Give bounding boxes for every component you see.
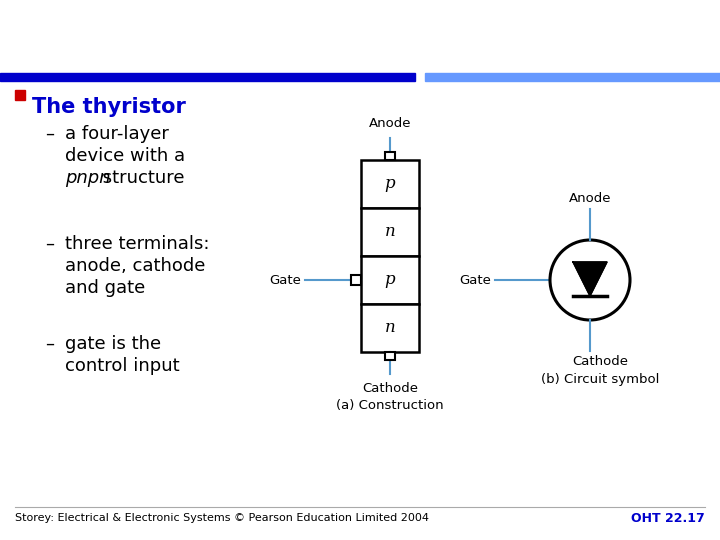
Bar	[0, 73, 415, 81]
Text: anode, cathode: anode, cathode	[65, 257, 205, 275]
Text: (a) Construction: (a) Construction	[336, 399, 444, 412]
Text: Gate: Gate	[459, 273, 491, 287]
Text: (b) Circuit symbol: (b) Circuit symbol	[541, 373, 660, 386]
Text: Storey: Electrical & Electronic Systems © Pearson Education Limited 2004: Storey: Electrical & Electronic Systems …	[15, 513, 429, 523]
Text: The thyristor: The thyristor	[32, 97, 186, 117]
Text: –: –	[45, 235, 54, 253]
Bar	[361, 160, 419, 208]
Text: Cathode: Cathode	[362, 382, 418, 395]
Bar	[385, 152, 395, 160]
Text: OHT 22.17: OHT 22.17	[631, 511, 705, 524]
Text: Gate: Gate	[269, 273, 301, 287]
Bar	[385, 352, 395, 360]
Text: device with a: device with a	[65, 147, 185, 165]
Text: gate is the: gate is the	[65, 335, 161, 353]
Text: –: –	[45, 125, 54, 143]
Text: p: p	[384, 176, 395, 192]
Text: pnpn: pnpn	[65, 169, 110, 187]
Text: Anode: Anode	[369, 117, 411, 130]
Text: n: n	[384, 320, 395, 336]
Bar	[425, 73, 720, 81]
Bar	[361, 208, 419, 256]
Text: Cathode: Cathode	[572, 355, 628, 368]
Circle shape	[550, 240, 630, 320]
Text: and gate: and gate	[65, 279, 145, 297]
Text: Anode: Anode	[569, 192, 611, 205]
Text: –: –	[45, 335, 54, 353]
Text: a four-layer: a four-layer	[65, 125, 169, 143]
Text: n: n	[384, 224, 395, 240]
Bar	[15, 90, 25, 100]
Text: control input: control input	[65, 357, 179, 375]
Bar	[361, 256, 419, 304]
Bar	[351, 275, 361, 285]
Text: p: p	[384, 272, 395, 288]
Bar	[361, 304, 419, 352]
Text: three terminals:: three terminals:	[65, 235, 210, 253]
Polygon shape	[573, 262, 607, 296]
Text: structure: structure	[97, 169, 184, 187]
